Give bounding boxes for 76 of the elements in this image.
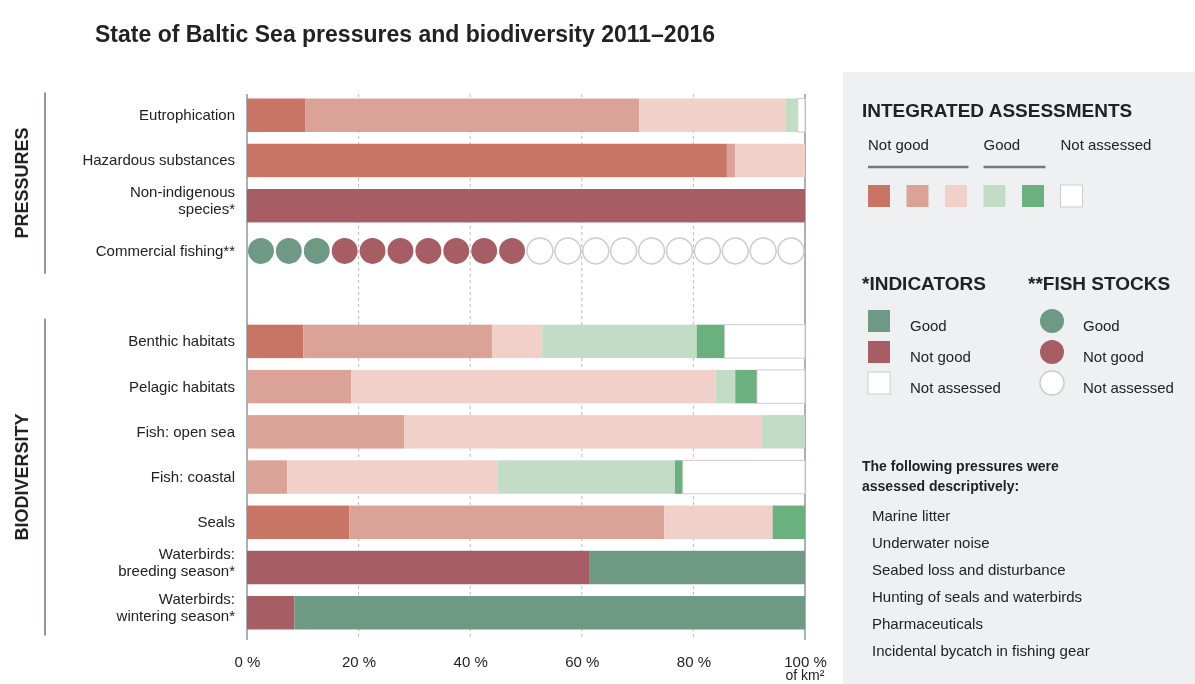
text: Seabed loss and disturbance [872,561,1066,578]
bar [726,143,736,178]
text: Not good [868,136,929,153]
text: BIODIVERSITY [12,413,32,541]
text: **FISH STOCKS [1028,273,1171,294]
text: Marine litter [872,507,951,524]
bar [735,369,758,404]
y-tick-label: Eutrophication [139,106,235,124]
y-tick-label: Fish: open sea [136,422,236,440]
chart-title: State of Baltic Sea pressures and biodiversity 2011–2016 [95,21,716,47]
y-tick-label: Benthic habitats [128,332,235,350]
bar [797,98,806,133]
bar [756,369,806,404]
text: Good [983,136,1021,153]
bar [542,324,697,359]
legend-label: Not good [910,348,971,365]
bar [247,550,590,585]
y-tick-label: Waterbirds: wintering season* [115,589,236,624]
bar [735,143,805,178]
bar [696,324,725,359]
bar [287,460,498,494]
bar [247,596,295,630]
x-tick-label: 60 % [565,652,600,670]
bar [772,505,805,540]
bar [785,98,798,132]
y-tick-label: Non-indigenous species* [129,182,236,217]
bar [247,143,727,178]
text: The following pressures were assessed descriptively: [862,458,1060,494]
text: Hunting of seals and waterbirds [872,588,1083,605]
bar [682,459,806,495]
bar [247,188,805,223]
x-tick-label: 0 % [234,652,261,670]
y-tick-label: Fish: coastal [150,468,235,486]
text: Pharmaceuticals [872,615,983,632]
y-tick-label: Seals [197,513,235,531]
y-tick-label: Hazardous substances [82,151,235,169]
bar [247,369,352,404]
x-axis-title: of km² [785,667,825,683]
bar [247,460,288,494]
legend-title: INTEGRATED ASSESSMENTS [862,100,1133,121]
bar [664,505,773,540]
bar [247,505,350,540]
bar [491,324,543,359]
bar [351,369,716,404]
legend-label: Good [910,317,947,334]
x-tick-label: 20 % [342,652,377,670]
text: *INDICATORS [862,273,986,294]
text: Underwater noise [872,534,990,551]
legend-label: Good [1083,317,1120,334]
bar [724,324,806,359]
bar [761,415,805,449]
legend-label: Not assessed [1083,379,1174,396]
x-tick-label: 80 % [676,652,711,670]
y-tick-label: Waterbirds: breeding season* [118,544,236,579]
bar [404,415,762,449]
bar [247,324,304,359]
bar [247,98,306,132]
bar [715,369,736,404]
bar [303,324,492,359]
legend-label: Not good [1083,348,1144,365]
y-tick-label: Pelagic habitats [129,377,235,395]
bar [294,596,805,630]
x-tick-label: 40 % [453,652,488,670]
text: Not assessed [1060,136,1152,153]
bar [639,98,786,132]
x-tick-label: 100 % [784,652,827,670]
legend-label: Not assessed [910,379,1001,396]
bar [247,415,405,449]
bar [305,98,640,132]
bar [674,460,683,494]
bar [497,460,675,494]
text: Incidental bycatch in fishing gear [872,642,1090,659]
text: PRESSURES [12,127,32,239]
bar [349,505,665,540]
y-tick-label: Commercial fishing** [95,241,236,259]
bar [589,550,805,585]
